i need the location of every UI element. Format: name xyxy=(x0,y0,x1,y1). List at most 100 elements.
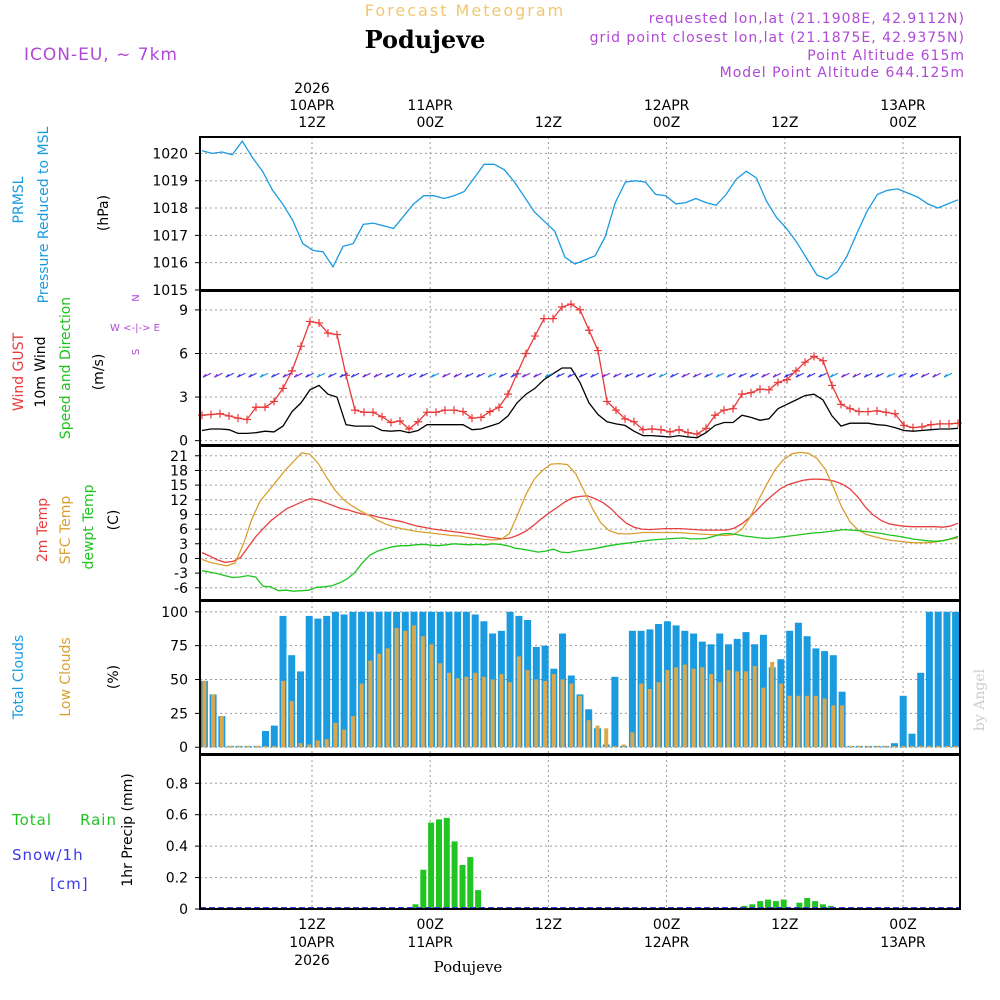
gust-marker xyxy=(387,418,395,427)
wind-arrow xyxy=(852,372,862,378)
bar-clouds-1 xyxy=(761,687,766,748)
gust-marker xyxy=(657,425,665,434)
gust-marker xyxy=(774,378,782,387)
bar-clouds-1 xyxy=(438,663,443,748)
bar-clouds-1 xyxy=(875,745,879,748)
bar-clouds-1 xyxy=(953,745,958,748)
bar-clouds-0 xyxy=(297,671,304,748)
clouds-units: (%) xyxy=(106,665,122,689)
bar-clouds-1 xyxy=(892,745,897,748)
gust-marker xyxy=(261,403,269,412)
wind-arrow xyxy=(635,372,645,378)
gust-marker xyxy=(819,356,827,365)
wind-arrow xyxy=(772,372,782,378)
bar-clouds-0 xyxy=(943,611,951,748)
wind-arrow xyxy=(738,372,748,378)
wind-arrow xyxy=(692,372,702,378)
bar-clouds-1 xyxy=(525,670,530,748)
bar-clouds-1 xyxy=(647,689,652,748)
time-label-bottom: 13APR xyxy=(880,935,926,951)
time-label-bottom: 00Z xyxy=(416,917,443,933)
gust-marker xyxy=(360,408,368,417)
gust-marker xyxy=(891,409,899,418)
gust-marker xyxy=(558,302,566,311)
time-label-top: 00Z xyxy=(416,115,443,131)
time-label-bottom: 12Z xyxy=(535,917,562,933)
series-line-sfc-temp xyxy=(201,451,959,567)
time-label-top: 00Z xyxy=(653,115,680,131)
time-label-bottom: 11APR xyxy=(407,935,453,951)
bar-clouds-0 xyxy=(917,672,925,748)
wind-arrow xyxy=(681,372,691,378)
bar-clouds-1 xyxy=(770,661,775,748)
bar-clouds-1 xyxy=(359,683,364,748)
ytick-label: 1016 xyxy=(152,256,188,272)
ytick-label: 0 xyxy=(179,551,188,567)
series-line-2m-temp xyxy=(201,478,959,564)
wind-arrow xyxy=(829,372,839,378)
gust-marker xyxy=(279,384,287,393)
gust-marker xyxy=(936,419,944,428)
ytick-label: 9 xyxy=(179,507,188,523)
bar-clouds-1 xyxy=(787,695,792,748)
gust-marker xyxy=(927,420,935,429)
bar-clouds-1 xyxy=(752,666,757,748)
time-label-bottom: 00Z xyxy=(653,917,680,933)
bar-clouds-1 xyxy=(394,628,399,748)
point-altitude: Point Altitude 615m xyxy=(807,48,965,64)
gust-marker xyxy=(351,406,359,415)
wind-arrow xyxy=(544,372,554,378)
temp-sfc-label: SFC Temp xyxy=(58,496,74,565)
ytick-label: 100 xyxy=(161,605,188,621)
wind-arrow xyxy=(715,372,725,378)
wind-10m-label: 10m Wind xyxy=(33,336,49,407)
bar-clouds-0 xyxy=(262,731,269,748)
wind-arrow xyxy=(293,372,303,378)
bar-clouds-1 xyxy=(857,745,862,748)
gust-marker xyxy=(315,318,323,327)
wind-arrow xyxy=(339,372,349,378)
wind-arrow xyxy=(943,372,953,378)
panel-frame xyxy=(199,290,961,446)
wind-arrow xyxy=(624,372,634,378)
gust-marker xyxy=(468,414,476,423)
gust-marker xyxy=(252,403,260,412)
bar-clouds-1 xyxy=(848,745,853,748)
gust-marker xyxy=(459,407,467,416)
wind-arrow xyxy=(886,372,896,378)
ytick-label: 50 xyxy=(170,673,188,689)
ytick-label: 6 xyxy=(179,522,188,538)
wind-arrow xyxy=(932,372,941,378)
time-label-top: 12Z xyxy=(298,115,325,131)
gust-marker xyxy=(747,388,755,397)
wind-arrow xyxy=(248,372,257,378)
ytick-label: 25 xyxy=(170,706,188,722)
temp-dewpt-label: dewpt Temp xyxy=(81,484,97,569)
ytick-label: 1018 xyxy=(152,201,188,217)
gust-marker xyxy=(612,406,620,415)
bar-clouds-0 xyxy=(314,618,322,748)
bar-precip-0 xyxy=(443,817,450,909)
total-clouds-label: Total Clouds xyxy=(11,635,27,720)
bar-clouds-0 xyxy=(340,614,348,748)
gust-marker xyxy=(306,317,314,326)
bar-clouds-1 xyxy=(324,739,329,748)
bar-clouds-1 xyxy=(656,682,661,748)
bar-precip-0 xyxy=(412,904,419,909)
gust-marker xyxy=(675,425,683,434)
bar-clouds-0 xyxy=(829,655,837,748)
bar-clouds-0 xyxy=(349,611,357,748)
bar-clouds-1 xyxy=(219,716,224,748)
ytick-label: 21 xyxy=(170,449,188,465)
model-altitude: Model Point Altitude 644.125m xyxy=(720,65,965,81)
gust-marker xyxy=(225,411,233,420)
ytick-label: 1015 xyxy=(152,283,188,299)
bar-clouds-0 xyxy=(908,733,916,748)
wind-arrow xyxy=(749,372,759,378)
bar-clouds-1 xyxy=(927,745,932,748)
gust-marker xyxy=(333,330,341,339)
gust-marker xyxy=(810,352,818,361)
bar-clouds-1 xyxy=(936,745,941,748)
